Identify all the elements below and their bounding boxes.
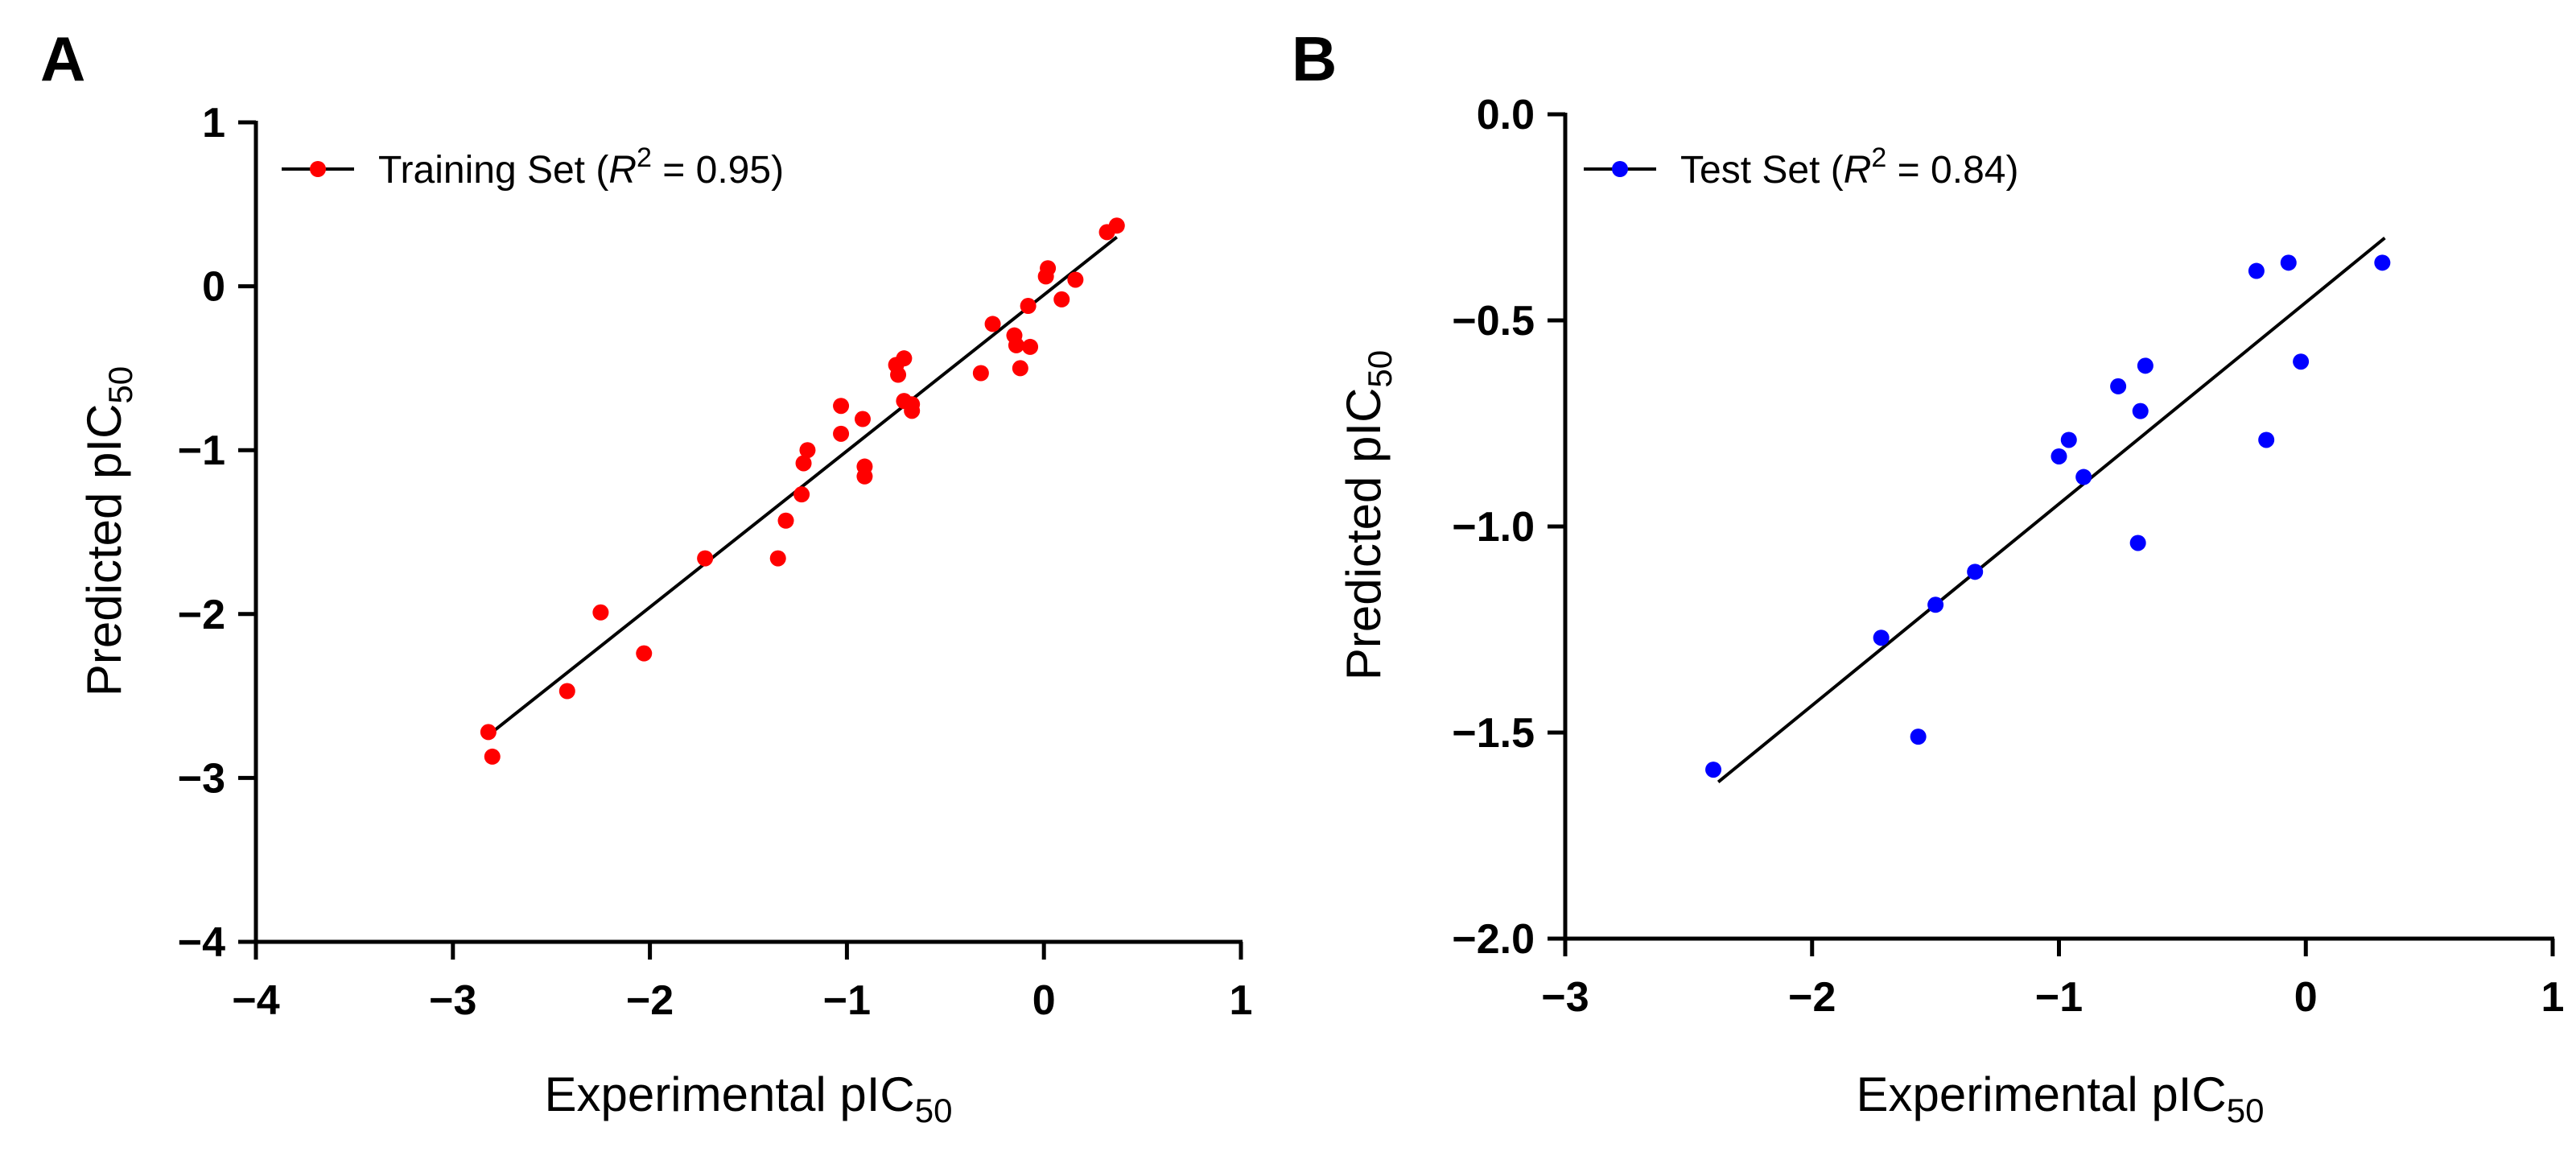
chart-b-x-tick-label: −1 bbox=[2035, 974, 2083, 1021]
chart-a-point bbox=[777, 512, 794, 529]
chart-a-point bbox=[1022, 338, 1039, 355]
chart-a-point bbox=[793, 486, 810, 503]
chart-b-point bbox=[2374, 254, 2391, 271]
chart-a-point bbox=[769, 550, 786, 567]
chart-a-y-tick-label: 0 bbox=[202, 264, 225, 311]
chart-a-point bbox=[856, 468, 873, 485]
chart-a-point bbox=[799, 442, 816, 459]
chart-a-point bbox=[1040, 260, 1057, 277]
chart-b-point bbox=[2110, 378, 2127, 394]
chart-a-point bbox=[480, 724, 497, 741]
chart-a-point bbox=[1067, 271, 1084, 288]
chart-b-x-tick-label: 0 bbox=[2294, 974, 2318, 1021]
chart-b-legend-marker bbox=[1612, 161, 1628, 177]
chart-a-y-tick-label: −2 bbox=[178, 592, 225, 638]
chart-b-point bbox=[2050, 448, 2067, 464]
chart-a-y-tick-label: −3 bbox=[178, 755, 225, 802]
chart-b-x-tick-label: −2 bbox=[1788, 974, 1836, 1021]
chart-a-point bbox=[972, 365, 989, 382]
chart-a-x-tick-label: −2 bbox=[626, 977, 674, 1024]
panel-letter-b: B bbox=[1292, 23, 1337, 94]
chart-b-legend-label: Test Set (R2 = 0.84) bbox=[1680, 142, 2018, 192]
chart-a-point bbox=[1053, 291, 1070, 308]
chart-b-y-axis-title: Predicted pIC50 bbox=[1337, 350, 1399, 680]
chart-a-y-tick-label: 1 bbox=[202, 100, 225, 147]
chart-b-legend: Test Set (R2 = 0.84) bbox=[1584, 142, 2018, 192]
chart-b-regression-line bbox=[1717, 237, 2386, 783]
chart-a-x-axis-title: Experimental pIC50 bbox=[545, 1067, 953, 1129]
chart-b-point bbox=[1967, 563, 1984, 580]
chart-b-point bbox=[1910, 729, 1927, 745]
chart-a-point bbox=[890, 366, 907, 383]
chart-b-x-tick-label: −3 bbox=[1541, 974, 1589, 1021]
chart-a-point bbox=[904, 402, 921, 419]
chart-a-point bbox=[1008, 336, 1024, 353]
chart-a-x-tick-label: 0 bbox=[1032, 977, 1056, 1024]
chart-a-y-axis-title: Predicted pIC50 bbox=[77, 366, 139, 696]
chart-b-x-axis-title: Experimental pIC50 bbox=[1857, 1067, 2265, 1129]
chart-b-point bbox=[2075, 469, 2092, 485]
chart-b: B −3 −2 −1 0 1 −2.0 −1.5 −1.0 −0.5 0.0 Experimental… bbox=[1292, 23, 2564, 1129]
chart-a-point bbox=[896, 350, 913, 367]
chart-a-point bbox=[484, 748, 501, 765]
chart-a-x-tick-label: −1 bbox=[823, 977, 871, 1024]
chart-a-point bbox=[592, 604, 609, 621]
chart-b-x-tick-label: 1 bbox=[2541, 974, 2565, 1021]
chart-b-point bbox=[1927, 597, 1944, 613]
chart-a-regression-line bbox=[491, 235, 1119, 733]
chart-b-point bbox=[1873, 630, 1890, 646]
chart-a-point bbox=[1012, 360, 1028, 377]
panel-letter-a: A bbox=[40, 23, 85, 94]
chart-b-point bbox=[2258, 431, 2275, 448]
chart-b-point bbox=[2293, 353, 2310, 370]
chart-a-point bbox=[833, 398, 850, 415]
chart-a-point bbox=[697, 550, 714, 567]
chart-a-x-tick-label: 1 bbox=[1230, 977, 1253, 1024]
chart-a-point bbox=[1020, 298, 1037, 315]
chart-b-y-tick-label: −2.0 bbox=[1452, 916, 1535, 963]
chart-a-point bbox=[795, 455, 812, 472]
chart-a-point bbox=[1108, 217, 1125, 234]
chart-a-point bbox=[636, 645, 653, 662]
chart-a-point bbox=[558, 683, 575, 700]
chart-b-point bbox=[1705, 762, 1722, 778]
chart-a-point bbox=[984, 316, 1001, 332]
chart-a-x-tick-label: −3 bbox=[429, 977, 476, 1024]
chart-b-point bbox=[2132, 402, 2149, 419]
chart-a-y-tick-label: −4 bbox=[178, 919, 225, 966]
chart-b-point bbox=[2248, 262, 2265, 279]
chart-b-y-tick-label: −0.5 bbox=[1452, 298, 1535, 345]
chart-a: A −4 −3 −2 −1 0 1 −4 −3 −2 −1 0 1 Experimental pIC50 P… bbox=[40, 23, 1252, 1129]
chart-a-point bbox=[854, 411, 871, 427]
chart-a-y-tick-label: −1 bbox=[178, 427, 225, 474]
chart-b-y-tick-label: −1.0 bbox=[1452, 504, 1535, 551]
chart-a-point bbox=[833, 425, 850, 442]
chart-b-point bbox=[2137, 357, 2154, 374]
chart-b-y-tick-label: −1.5 bbox=[1452, 710, 1535, 757]
chart-b-point bbox=[2280, 254, 2297, 271]
chart-b-point bbox=[2060, 431, 2077, 448]
chart-a-legend-marker bbox=[310, 161, 326, 177]
chart-b-y-tick-label: 0.0 bbox=[1477, 92, 1535, 138]
chart-a-legend: Training Set (R2 = 0.95) bbox=[282, 142, 784, 192]
chart-a-legend-label: Training Set (R2 = 0.95) bbox=[378, 142, 784, 192]
chart-a-x-tick-label: −4 bbox=[232, 977, 279, 1024]
chart-b-point bbox=[2129, 535, 2146, 551]
